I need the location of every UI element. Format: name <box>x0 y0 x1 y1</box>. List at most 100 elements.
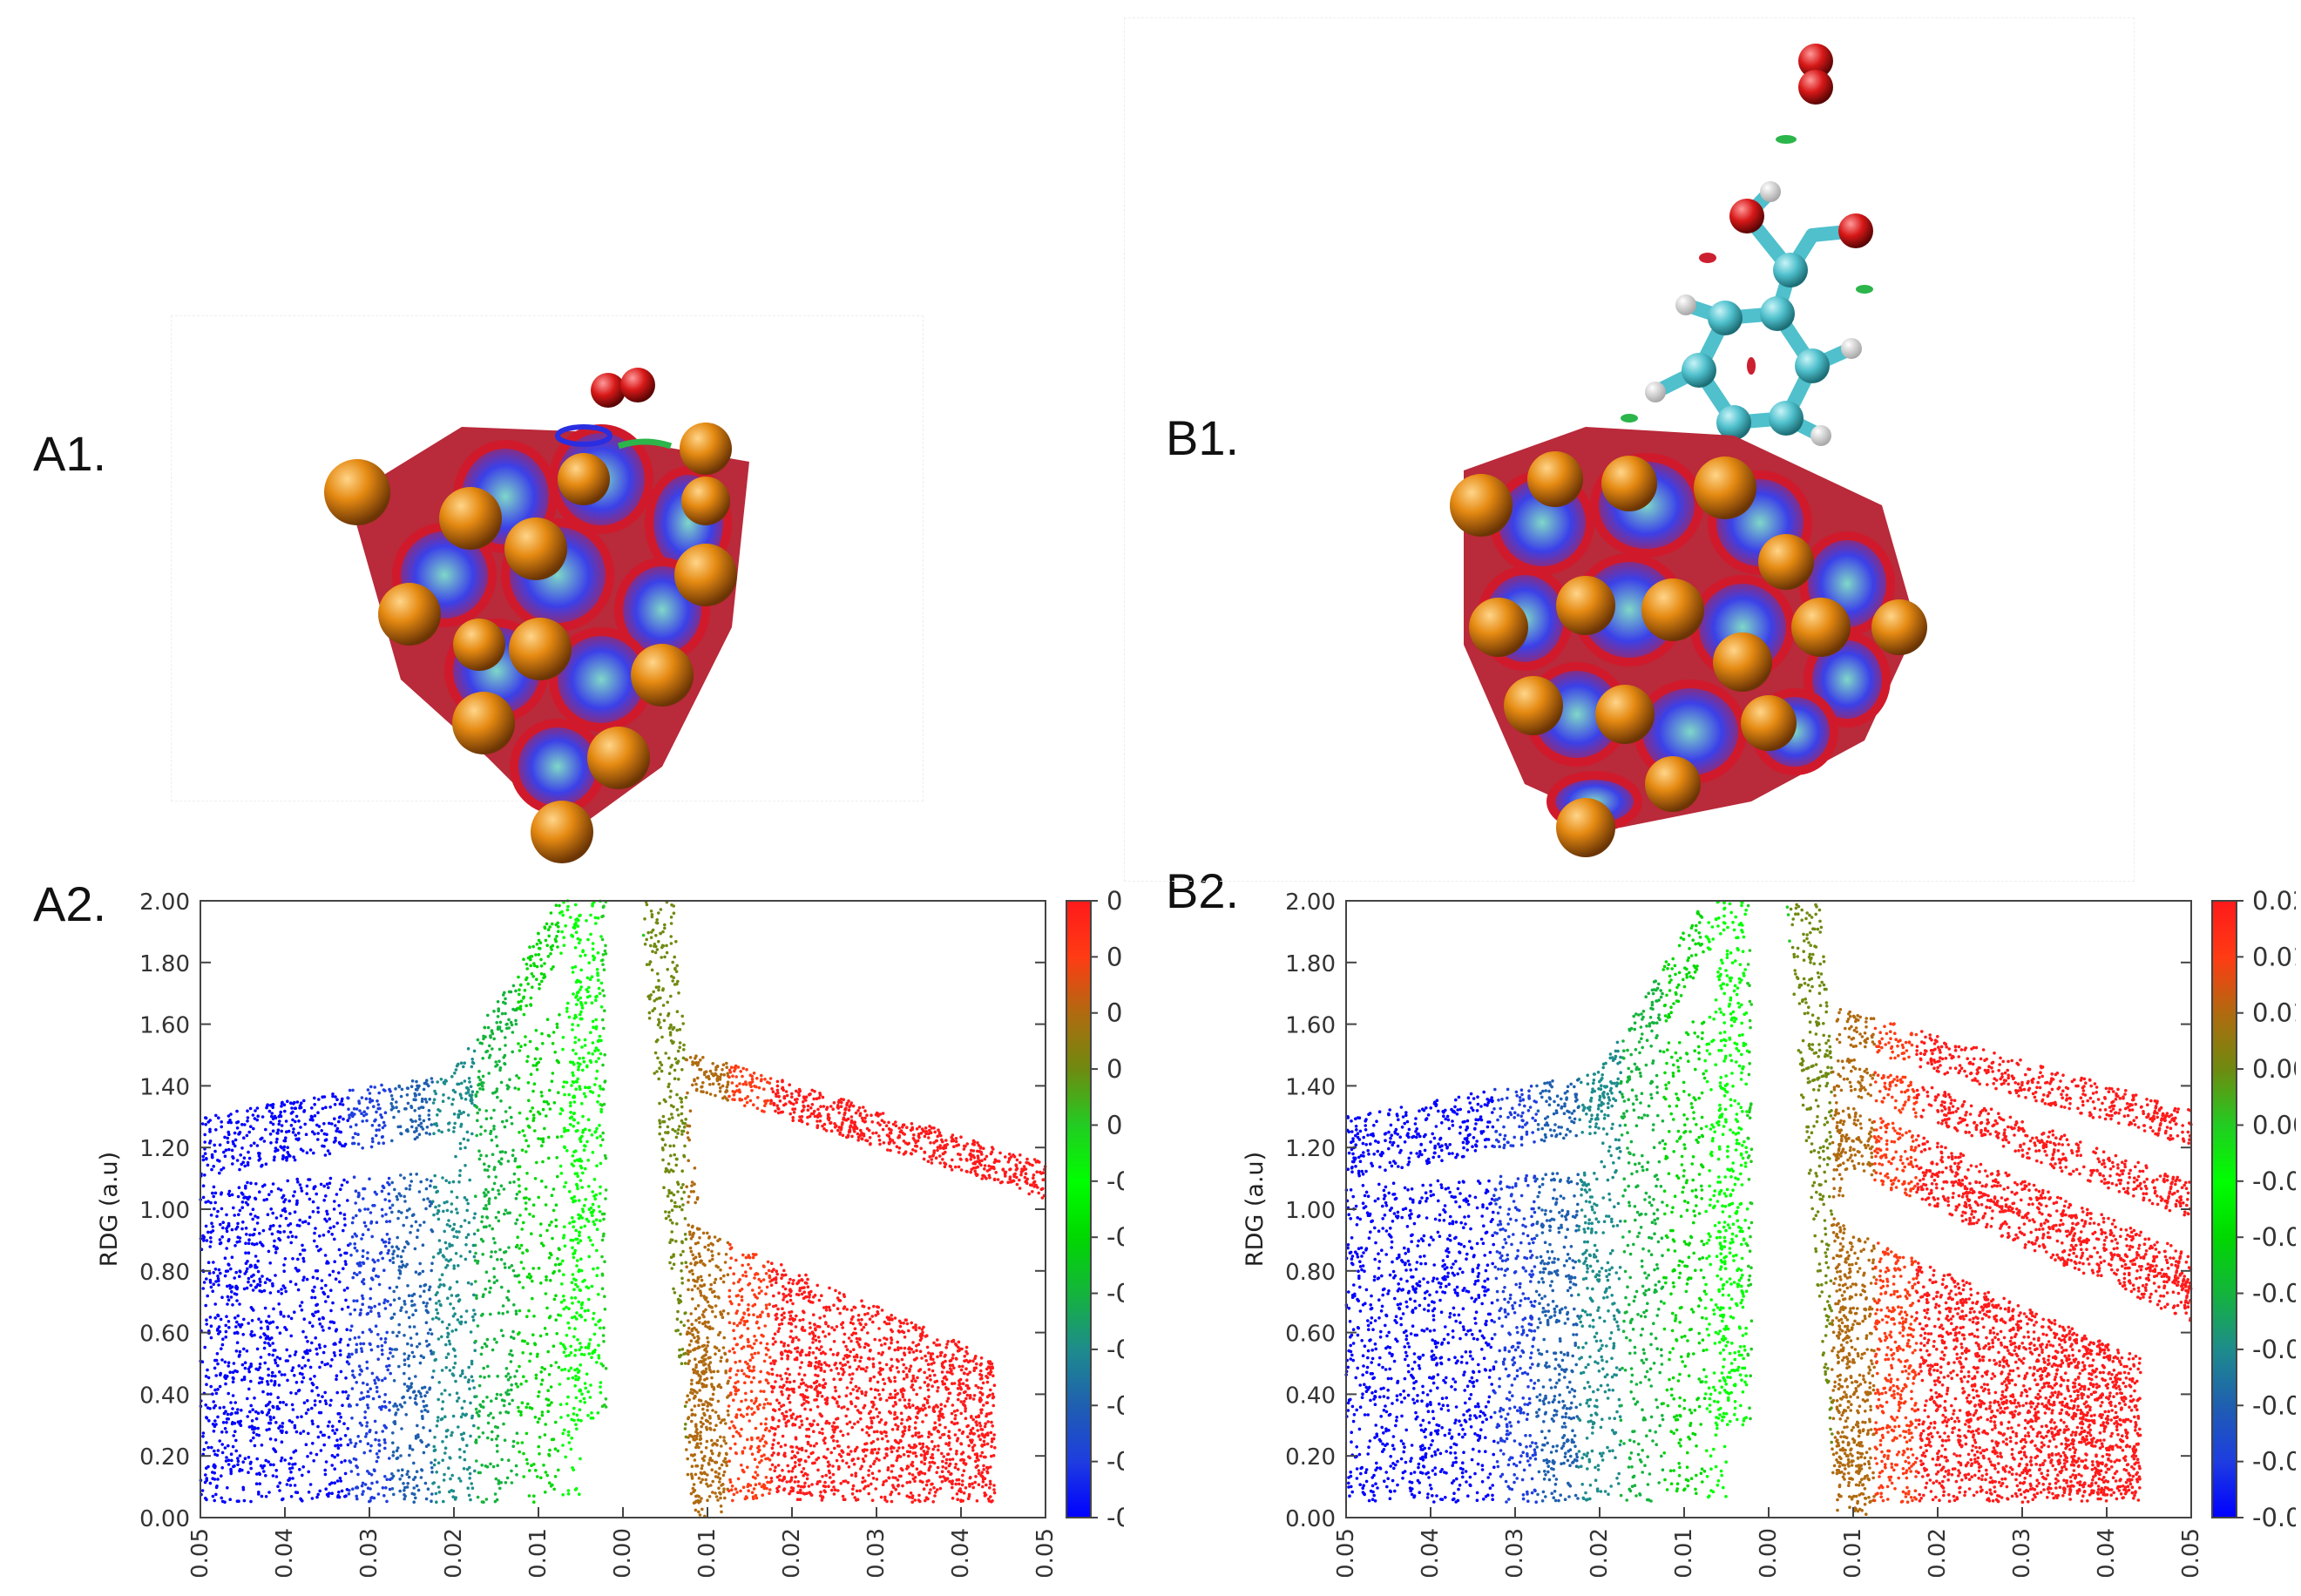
scatter-point <box>287 1235 290 1239</box>
scatter-point <box>515 1473 518 1477</box>
scatter-point <box>366 1470 369 1473</box>
scatter-point <box>985 1380 990 1384</box>
scatter-point <box>748 1267 753 1270</box>
scatter-point <box>249 1499 253 1504</box>
scatter-point <box>530 1464 533 1467</box>
scatter-point <box>213 1419 217 1423</box>
scatter-point <box>424 1304 429 1309</box>
scatter-point <box>442 1283 446 1287</box>
scatter-point <box>504 1151 507 1154</box>
scatter-point <box>317 1248 321 1253</box>
scatter-point <box>572 1288 576 1291</box>
scatter-point <box>409 1336 413 1340</box>
scatter-point <box>654 985 659 989</box>
scatter-point <box>284 1216 288 1221</box>
scatter-point <box>550 948 553 951</box>
scatter-point <box>787 1343 790 1348</box>
scatter-point <box>255 1144 260 1147</box>
scatter-point <box>209 1236 213 1240</box>
scatter-point <box>457 1180 461 1184</box>
scatter-point <box>271 1106 274 1109</box>
scatter-point <box>294 1391 298 1396</box>
scatter-point <box>301 1376 306 1380</box>
scatter-point <box>403 1200 407 1203</box>
scatter-point <box>430 1332 434 1336</box>
scatter-point <box>323 1153 328 1157</box>
scatter-point <box>329 1309 333 1313</box>
scatter-point <box>697 1445 700 1450</box>
scatter-point <box>499 1162 503 1166</box>
scatter-point <box>694 1328 698 1332</box>
scatter-point <box>978 1363 983 1367</box>
scatter-point <box>662 1018 667 1023</box>
scatter-point <box>714 1264 718 1268</box>
scatter-point <box>203 1345 206 1349</box>
scatter-point <box>772 1438 775 1442</box>
scatter-point <box>549 1385 553 1389</box>
scatter-point <box>231 1407 234 1410</box>
scatter-point <box>470 1090 475 1093</box>
scatter-point <box>557 930 560 933</box>
scatter-point <box>337 1116 342 1119</box>
scatter-point <box>604 1367 608 1370</box>
scatter-point <box>335 1374 339 1377</box>
scatter-point <box>462 1065 465 1069</box>
scatter-point <box>220 1443 224 1446</box>
scatter-point <box>572 992 575 996</box>
scatter-point <box>577 1038 581 1042</box>
scatter-point <box>581 1056 585 1060</box>
scatter-point <box>828 1471 831 1475</box>
scatter-point <box>308 1148 313 1152</box>
scatter-point <box>509 990 513 994</box>
scatter-point <box>672 1144 676 1147</box>
scatter-point <box>383 1307 388 1310</box>
scatter-point <box>496 1434 500 1438</box>
scatter-point <box>859 1356 863 1359</box>
scatter-point <box>409 1231 412 1234</box>
scatter-point <box>559 1301 564 1304</box>
scatter-point <box>587 1085 592 1089</box>
scatter-point <box>480 1346 484 1349</box>
scatter-point <box>383 1337 388 1341</box>
scatter-point <box>577 1241 580 1245</box>
scatter-point <box>491 1430 494 1434</box>
scatter-point <box>518 1004 523 1008</box>
scatter-point <box>328 1121 331 1126</box>
scatter-point <box>446 1352 450 1356</box>
scatter-point <box>221 1421 226 1424</box>
scatter-point <box>788 1408 792 1412</box>
scatter-point <box>388 1237 391 1241</box>
scatter-point <box>538 1057 543 1061</box>
scatter-point <box>219 1271 222 1275</box>
scatter-point <box>248 1410 252 1414</box>
scatter-point <box>326 1295 330 1299</box>
scatter-point <box>264 1127 267 1132</box>
scatter-point <box>602 1340 606 1343</box>
scatter-point <box>754 1426 758 1430</box>
scatter-point <box>583 1309 587 1313</box>
scatter-point <box>522 1221 525 1225</box>
scatter-point <box>431 1101 436 1105</box>
scatter-point <box>432 1369 436 1373</box>
scatter-point <box>366 1207 370 1211</box>
scatter-point <box>331 1429 335 1432</box>
scatter-point <box>673 967 677 971</box>
scatter-point <box>257 1381 261 1385</box>
scatter-point <box>489 1411 492 1416</box>
scatter-point <box>497 1482 501 1485</box>
scatter-point <box>568 1221 572 1225</box>
scatter-point <box>226 1412 230 1417</box>
scatter-point <box>492 1267 496 1270</box>
scatter-point <box>319 1449 323 1452</box>
scatter-point <box>313 1239 316 1243</box>
scatter-point <box>268 1291 273 1295</box>
scatter-point <box>651 1009 654 1012</box>
scatter-point <box>247 1322 250 1325</box>
scatter-point <box>227 1238 231 1241</box>
scatter-point <box>687 1343 692 1347</box>
scatter-point <box>281 1401 285 1404</box>
scatter-point <box>218 1384 222 1389</box>
scatter-point <box>285 1156 289 1160</box>
scatter-point <box>574 903 578 907</box>
scatter-point <box>786 1367 789 1371</box>
